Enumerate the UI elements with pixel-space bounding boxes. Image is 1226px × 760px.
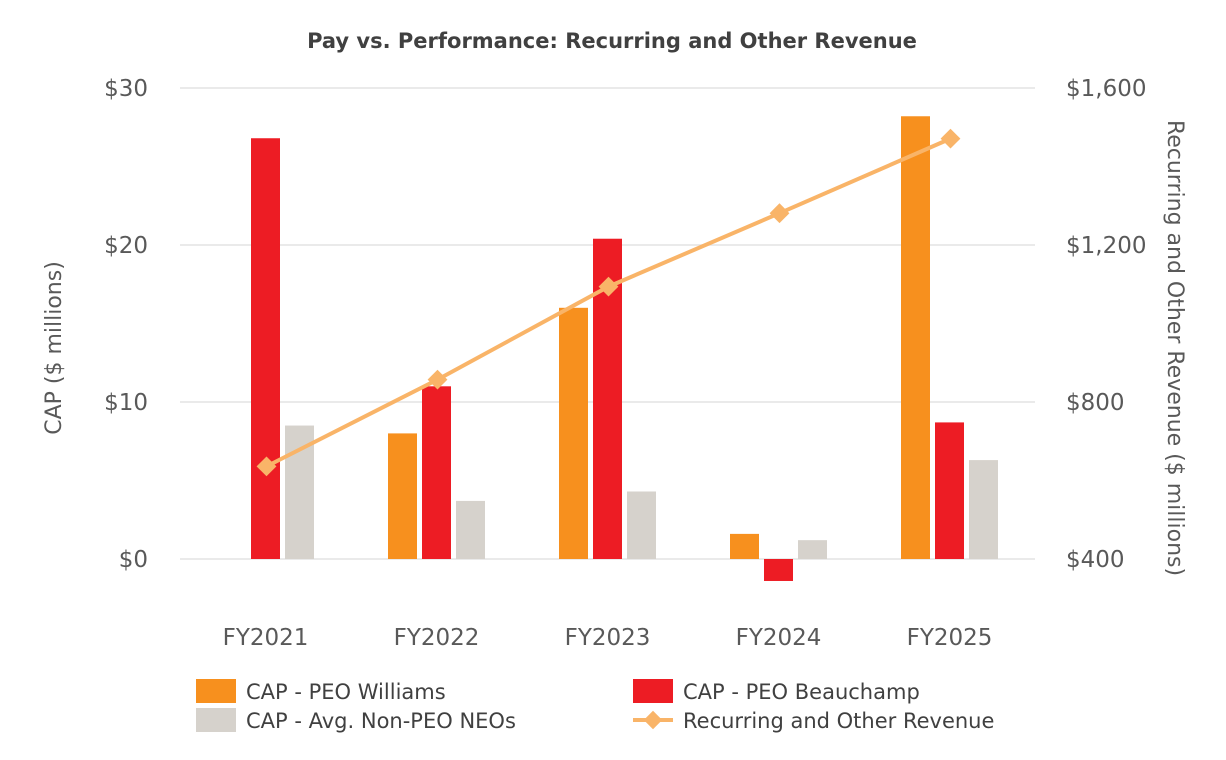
- right-tick-label: $1,200: [1066, 233, 1146, 259]
- revenue-point: [256, 456, 277, 477]
- left-axis-ticks: $0 $10 $20 $30: [104, 76, 148, 573]
- legend-swatch-non-peo-neos: [196, 708, 236, 732]
- bar: [388, 433, 417, 559]
- bar: [627, 491, 656, 559]
- bar: [251, 138, 280, 560]
- right-tick-label: $1,600: [1066, 76, 1146, 102]
- x-tick-label: FY2024: [736, 625, 822, 651]
- bar: [935, 422, 964, 559]
- right-tick-label: $400: [1066, 547, 1125, 573]
- left-axis-title: CAP ($ millions): [42, 261, 67, 435]
- left-tick-label: $30: [104, 76, 148, 102]
- right-axis-ticks: $400 $800 $1,200 $1,600: [1066, 76, 1146, 573]
- x-axis-ticks: FY2021 FY2022 FY2023 FY2024 FY2025: [223, 625, 993, 651]
- x-tick-label: FY2025: [907, 625, 993, 651]
- left-tick-label: $20: [104, 233, 148, 259]
- x-tick-label: FY2023: [565, 625, 651, 651]
- legend-label-peo-beauchamp: CAP - PEO Beauchamp: [683, 680, 920, 704]
- bar: [730, 533, 759, 559]
- legend-marker-revenue: [643, 710, 663, 730]
- legend-swatch-peo-beauchamp: [633, 679, 673, 703]
- bar-series: [251, 116, 998, 581]
- right-axis-title: Recurring and Other Revenue ($ millions): [1162, 120, 1187, 576]
- legend-label-revenue: Recurring and Other Revenue: [683, 709, 994, 733]
- bar: [422, 386, 451, 559]
- left-tick-label: $10: [104, 390, 148, 416]
- revenue-point: [769, 203, 790, 224]
- right-tick-label: $800: [1066, 390, 1125, 416]
- bar: [969, 460, 998, 559]
- legend-swatch-peo-williams: [196, 679, 236, 703]
- left-tick-label: $0: [119, 547, 148, 573]
- x-tick-label: FY2022: [394, 625, 480, 651]
- chart-title: Pay vs. Performance: Recurring and Other…: [307, 29, 917, 53]
- bar: [456, 500, 485, 559]
- bar: [764, 559, 793, 581]
- bar: [901, 116, 930, 559]
- revenue-point: [940, 128, 961, 149]
- revenue-line: [256, 128, 961, 477]
- legend: CAP - PEO Williams CAP - PEO Beauchamp C…: [196, 679, 994, 733]
- revenue-point: [598, 276, 619, 297]
- revenue-point: [427, 369, 448, 390]
- legend-label-non-peo-neos: CAP - Avg. Non-PEO NEOs: [246, 709, 516, 733]
- bar: [798, 540, 827, 559]
- bar: [559, 307, 588, 559]
- legend-label-peo-williams: CAP - PEO Williams: [246, 680, 446, 704]
- x-tick-label: FY2021: [223, 625, 309, 651]
